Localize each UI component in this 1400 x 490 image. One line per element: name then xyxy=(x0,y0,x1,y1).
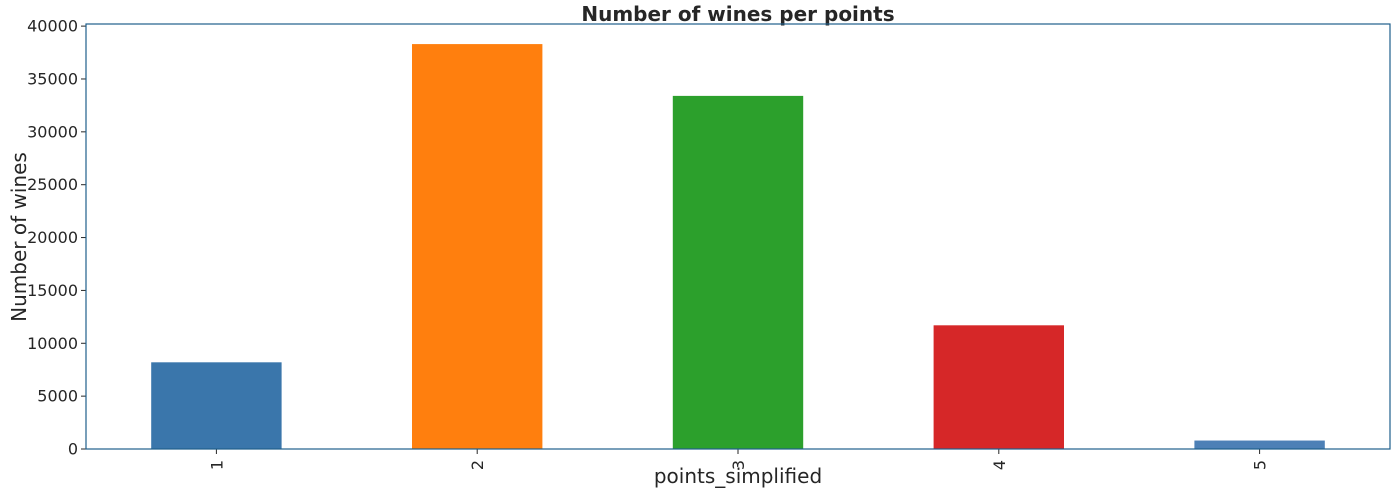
x-tick-label: 3 xyxy=(729,460,748,470)
y-tick-label: 15000 xyxy=(27,281,78,300)
y-tick-label: 40000 xyxy=(27,17,78,36)
y-tick-label: 20000 xyxy=(27,228,78,247)
y-axis: 0 5000 10000 15000 20000 25000 30000 35000 40000 xyxy=(27,17,86,459)
bars-group xyxy=(151,44,1325,449)
y-tick-label: 5000 xyxy=(37,387,78,406)
bar-2 xyxy=(412,44,543,449)
bar-1 xyxy=(151,362,282,449)
y-tick-label: 35000 xyxy=(27,69,78,88)
x-axis: 1 2 3 4 5 xyxy=(207,449,1270,470)
plot-frame xyxy=(85,23,1391,450)
x-axis-label: points_simplified xyxy=(654,464,822,488)
chart-title: Number of wines per points xyxy=(581,2,894,26)
y-tick-label: 25000 xyxy=(27,175,78,194)
x-tick-label: 4 xyxy=(990,460,1009,470)
y-tick-label: 0 xyxy=(68,440,78,459)
bar-3 xyxy=(672,95,804,449)
x-tick-label: 2 xyxy=(468,460,487,470)
bar-5 xyxy=(1194,440,1325,449)
y-tick-label: 30000 xyxy=(27,122,78,141)
bar-4 xyxy=(933,325,1064,449)
y-axis-label: Number of wines xyxy=(7,152,31,322)
x-tick-label: 1 xyxy=(207,460,226,470)
x-tick-label: 5 xyxy=(1251,460,1270,470)
y-tick-label: 10000 xyxy=(27,334,78,353)
